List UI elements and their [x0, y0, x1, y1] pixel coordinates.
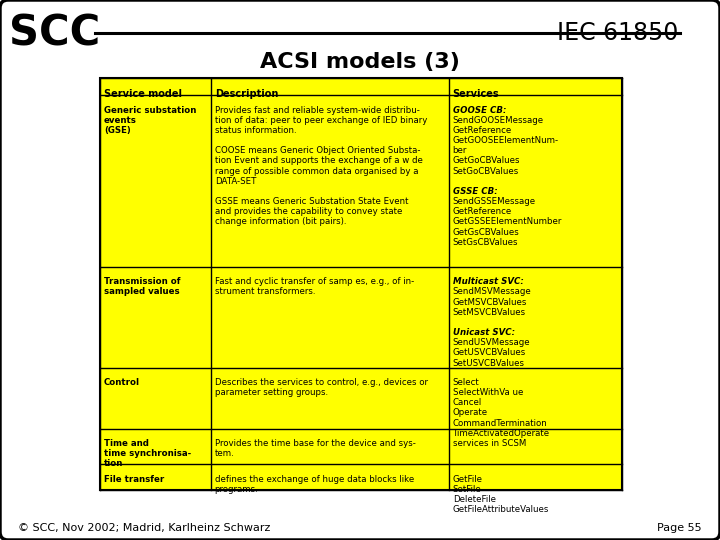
Text: Operate: Operate	[453, 408, 488, 417]
Text: tion of data: peer to peer exchange of IED binary: tion of data: peer to peer exchange of I…	[215, 116, 427, 125]
Text: GSSE CB:: GSSE CB:	[453, 187, 498, 196]
Bar	[100, 78, 622, 490]
Text: and provides the capability to convey state: and provides the capability to convey st…	[215, 207, 402, 216]
Text: Describes the services to control, e.g., devices or: Describes the services to control, e.g.,…	[215, 378, 428, 387]
Text: ACSI models (3): ACSI models (3)	[260, 52, 460, 72]
Text: programs.: programs.	[215, 485, 258, 494]
Text: GetReference: GetReference	[453, 126, 512, 135]
Text: DATA-SET: DATA-SET	[215, 177, 256, 186]
Text: Multicast SVC:: Multicast SVC:	[453, 278, 523, 286]
Text: (GSE): (GSE)	[104, 126, 131, 135]
Text: GetReference: GetReference	[453, 207, 512, 216]
Text: tion Event and supports the exchange of a w de: tion Event and supports the exchange of …	[215, 157, 423, 165]
Text: Page 55: Page 55	[657, 523, 702, 533]
Text: GetMSVCBValues: GetMSVCBValues	[453, 298, 527, 307]
Text: Services: Services	[453, 89, 500, 99]
Text: SetUSVCBValues: SetUSVCBValues	[453, 359, 525, 368]
Text: Description: Description	[215, 89, 278, 99]
Text: services in SCSM: services in SCSM	[453, 439, 526, 448]
Text: SCC: SCC	[9, 12, 101, 54]
Text: © SCC, Nov 2002; Madrid, Karlheinz Schwarz: © SCC, Nov 2002; Madrid, Karlheinz Schwa…	[18, 523, 271, 533]
Text: range of possible common data organised by a: range of possible common data organised …	[215, 167, 418, 176]
Text: File transfer: File transfer	[104, 475, 164, 484]
Text: GetFile: GetFile	[453, 475, 482, 484]
Text: SetGoCBValues: SetGoCBValues	[453, 167, 519, 176]
Text: Transmission of: Transmission of	[104, 278, 181, 286]
Bar	[100, 78, 622, 490]
Text: SendMSVMessage: SendMSVMessage	[453, 287, 531, 296]
Text: strument transformers.: strument transformers.	[215, 287, 315, 296]
Text: Time and: Time and	[104, 439, 149, 448]
Text: GSSE means Generic Substation State Event: GSSE means Generic Substation State Even…	[215, 197, 408, 206]
Text: CommandTermination: CommandTermination	[453, 418, 547, 428]
Text: events: events	[104, 116, 137, 125]
Text: TimeActivatedOperate: TimeActivatedOperate	[453, 429, 550, 438]
Text: COOSE means Generic Object Oriented Substa-: COOSE means Generic Object Oriented Subs…	[215, 146, 420, 156]
Text: Cancel: Cancel	[453, 399, 482, 407]
Text: GetGsCBValues: GetGsCBValues	[453, 227, 519, 237]
Text: SendGSSEMessage: SendGSSEMessage	[453, 197, 536, 206]
Text: tion: tion	[104, 460, 123, 469]
Text: change information (bit pairs).: change information (bit pairs).	[215, 218, 346, 226]
Text: Generic substation: Generic substation	[104, 106, 197, 114]
Text: status information.: status information.	[215, 126, 297, 135]
Text: SendGOOSEMessage: SendGOOSEMessage	[453, 116, 544, 125]
Text: Fast and cyclic transfer of samp es, e.g., of in-: Fast and cyclic transfer of samp es, e.g…	[215, 278, 414, 286]
Text: GetUSVCBValues: GetUSVCBValues	[453, 348, 526, 357]
Text: DeleteFile: DeleteFile	[453, 495, 495, 504]
Text: tem.: tem.	[215, 449, 235, 458]
Text: Provides fast and reliable system-wide distribu-: Provides fast and reliable system-wide d…	[215, 106, 420, 114]
Text: SendUSVMessage: SendUSVMessage	[453, 338, 531, 347]
Text: Select: Select	[453, 378, 480, 387]
Text: SetFile: SetFile	[453, 485, 482, 494]
Text: GOOSE CB:: GOOSE CB:	[453, 106, 506, 114]
Text: SetGsCBValues: SetGsCBValues	[453, 238, 518, 247]
Text: Service model: Service model	[104, 89, 182, 99]
Text: sampled values: sampled values	[104, 287, 179, 296]
Text: GetGOOSEElementNum-: GetGOOSEElementNum-	[453, 136, 559, 145]
Text: Control: Control	[104, 378, 140, 387]
Text: GetGoCBValues: GetGoCBValues	[453, 157, 520, 165]
Text: SelectWithVa ue: SelectWithVa ue	[453, 388, 523, 397]
Text: Provides the time base for the device and sys-: Provides the time base for the device an…	[215, 439, 415, 448]
Text: time synchronisa-: time synchronisa-	[104, 449, 192, 458]
Text: GetGSSEElementNumber: GetGSSEElementNumber	[453, 218, 562, 226]
Text: Unicast SVC:: Unicast SVC:	[453, 328, 515, 337]
Text: parameter setting groups.: parameter setting groups.	[215, 388, 328, 397]
Text: GetFileAttributeValues: GetFileAttributeValues	[453, 505, 549, 514]
Text: SetMSVCBValues: SetMSVCBValues	[453, 308, 526, 317]
Text: IEC 61850: IEC 61850	[557, 21, 679, 45]
Text: defines the exchange of huge data blocks like: defines the exchange of huge data blocks…	[215, 475, 414, 484]
Text: ber: ber	[453, 146, 467, 156]
